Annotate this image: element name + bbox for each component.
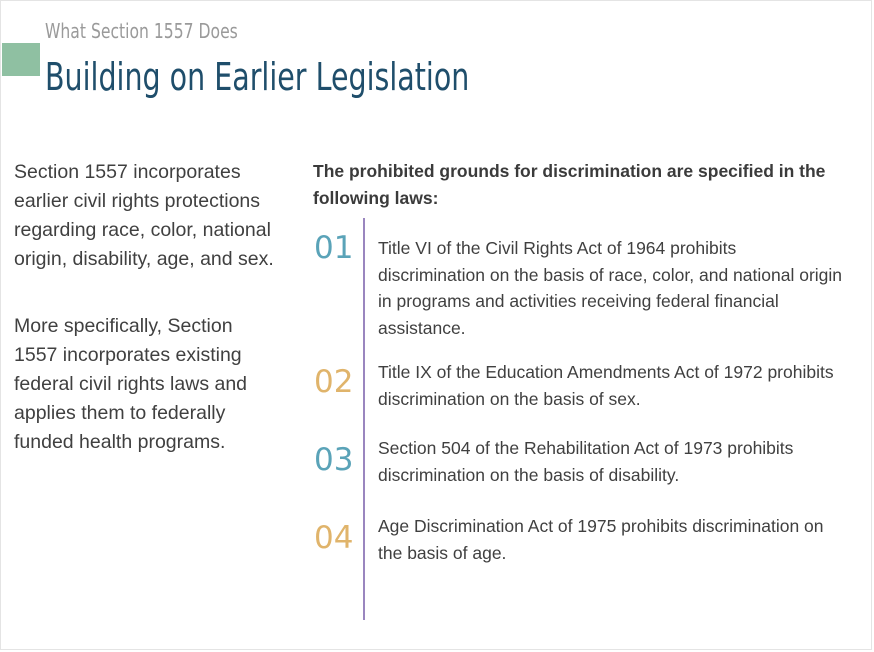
left-column: Section 1557 incorporates earlier civil … (14, 158, 276, 495)
item-text-1: Title VI of the Civil Rights Act of 1964… (378, 238, 843, 338)
item-number-2: 02 (314, 364, 354, 400)
item-text-4: Age Discrimination Act of 1975 prohibits… (378, 516, 824, 563)
left-paragraph-2: More specifically, Section 1557 incorpor… (14, 315, 248, 453)
item-text-3: Section 504 of the Rehabilitation Act of… (378, 438, 794, 485)
laws-intro: The prohibited grounds for discriminatio… (313, 161, 826, 208)
item-number-3: 03 (314, 442, 354, 478)
timeline-divider (363, 218, 365, 620)
item-number-4: 04 (314, 520, 354, 556)
item-text-2: Title IX of the Education Amendments Act… (378, 362, 834, 409)
left-paragraph-1: Section 1557 incorporates earlier civil … (14, 161, 274, 270)
accent-square (2, 43, 40, 76)
item-number-1: 01 (314, 230, 354, 266)
slide-title: Building on Earlier Legislation (45, 55, 470, 99)
slide-subtitle: What Section 1557 Does (45, 19, 238, 43)
